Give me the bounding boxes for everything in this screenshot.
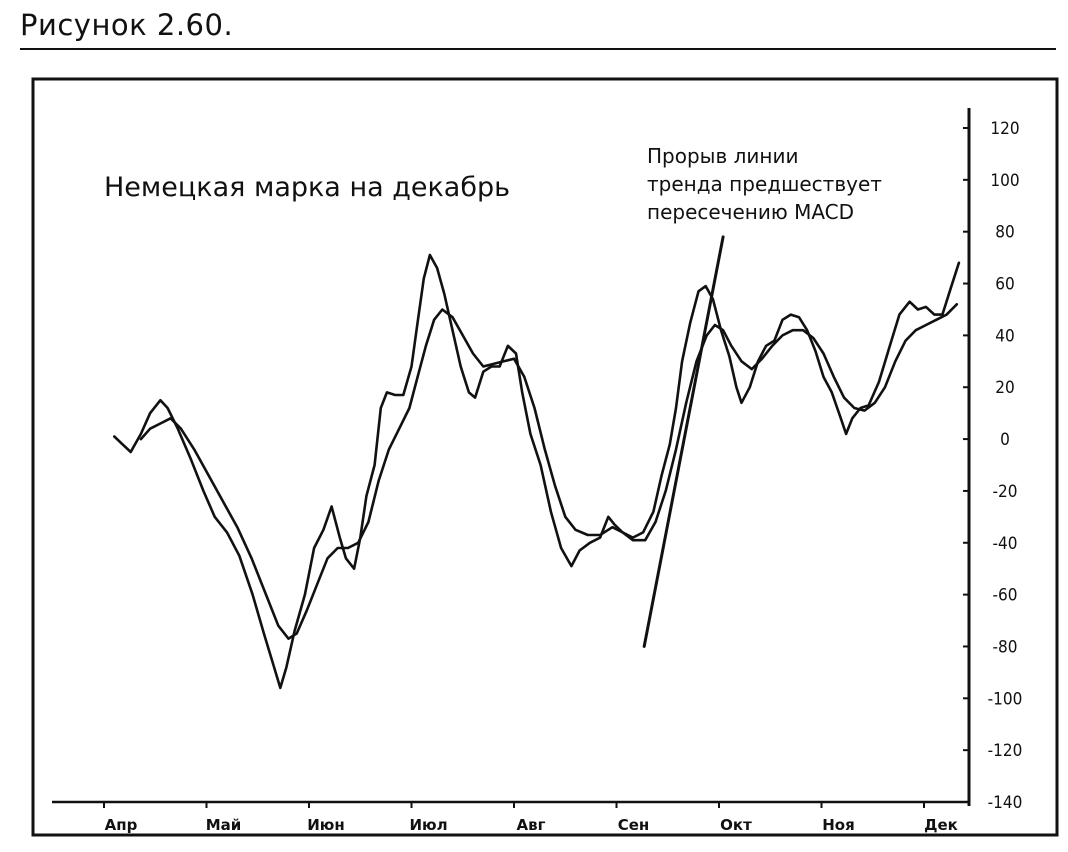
y-tick-label: 80 bbox=[995, 223, 1014, 243]
plot-frame bbox=[31, 77, 1059, 837]
x-tick-label: Дек bbox=[924, 816, 958, 834]
series-line-fast bbox=[113, 253, 961, 690]
figure-caption: Рисунок 2.60. bbox=[20, 8, 234, 42]
y-tick-label: -120 bbox=[988, 741, 1023, 761]
x-tick-label: Ноя bbox=[822, 816, 855, 834]
chart-title: Немецкая марка на декабрь bbox=[104, 172, 510, 203]
y-tick-label: 60 bbox=[995, 275, 1014, 295]
x-tick-label: Май bbox=[206, 816, 242, 834]
y-tick-label: -140 bbox=[988, 793, 1023, 813]
series-group bbox=[113, 235, 961, 690]
y-tick-label: -20 bbox=[993, 482, 1018, 502]
x-tick-label: Сен bbox=[618, 816, 650, 834]
y-tick-label: 120 bbox=[990, 119, 1019, 139]
x-tick-label: Авг bbox=[517, 816, 546, 834]
x-tick-label: Июл bbox=[409, 816, 447, 834]
y-tick-label: -100 bbox=[988, 689, 1023, 709]
x-tick-label: Апр bbox=[105, 816, 138, 834]
y-tick-label: 20 bbox=[995, 378, 1014, 398]
y-tick-label: -80 bbox=[993, 637, 1018, 657]
annotation-line-3: пересечению MACD bbox=[647, 200, 854, 224]
x-tick-label: Июн bbox=[307, 816, 345, 834]
y-tick-label: 100 bbox=[990, 171, 1019, 191]
y-tick-label: 40 bbox=[995, 326, 1014, 346]
annotation-line-2: тренда предшествует bbox=[647, 172, 882, 196]
x-ticks: Апр Май Июн Июл Авг Сен Окт Ноя Дек bbox=[103, 802, 958, 834]
y-tick-label: -40 bbox=[993, 534, 1018, 554]
trendline bbox=[642, 235, 725, 648]
y-tick-label: 0 bbox=[1000, 430, 1010, 450]
y-ticks: 120 100 80 60 40 20 0 -20 -40 -60 -80 -100 -120 -140 bbox=[963, 119, 1022, 813]
caption-rule bbox=[20, 48, 1056, 50]
series-line-slow bbox=[139, 302, 959, 641]
annotation-line-1: Прорыв линии bbox=[647, 144, 798, 168]
y-tick-label: -60 bbox=[993, 586, 1018, 606]
x-tick-label: Окт bbox=[720, 816, 752, 834]
